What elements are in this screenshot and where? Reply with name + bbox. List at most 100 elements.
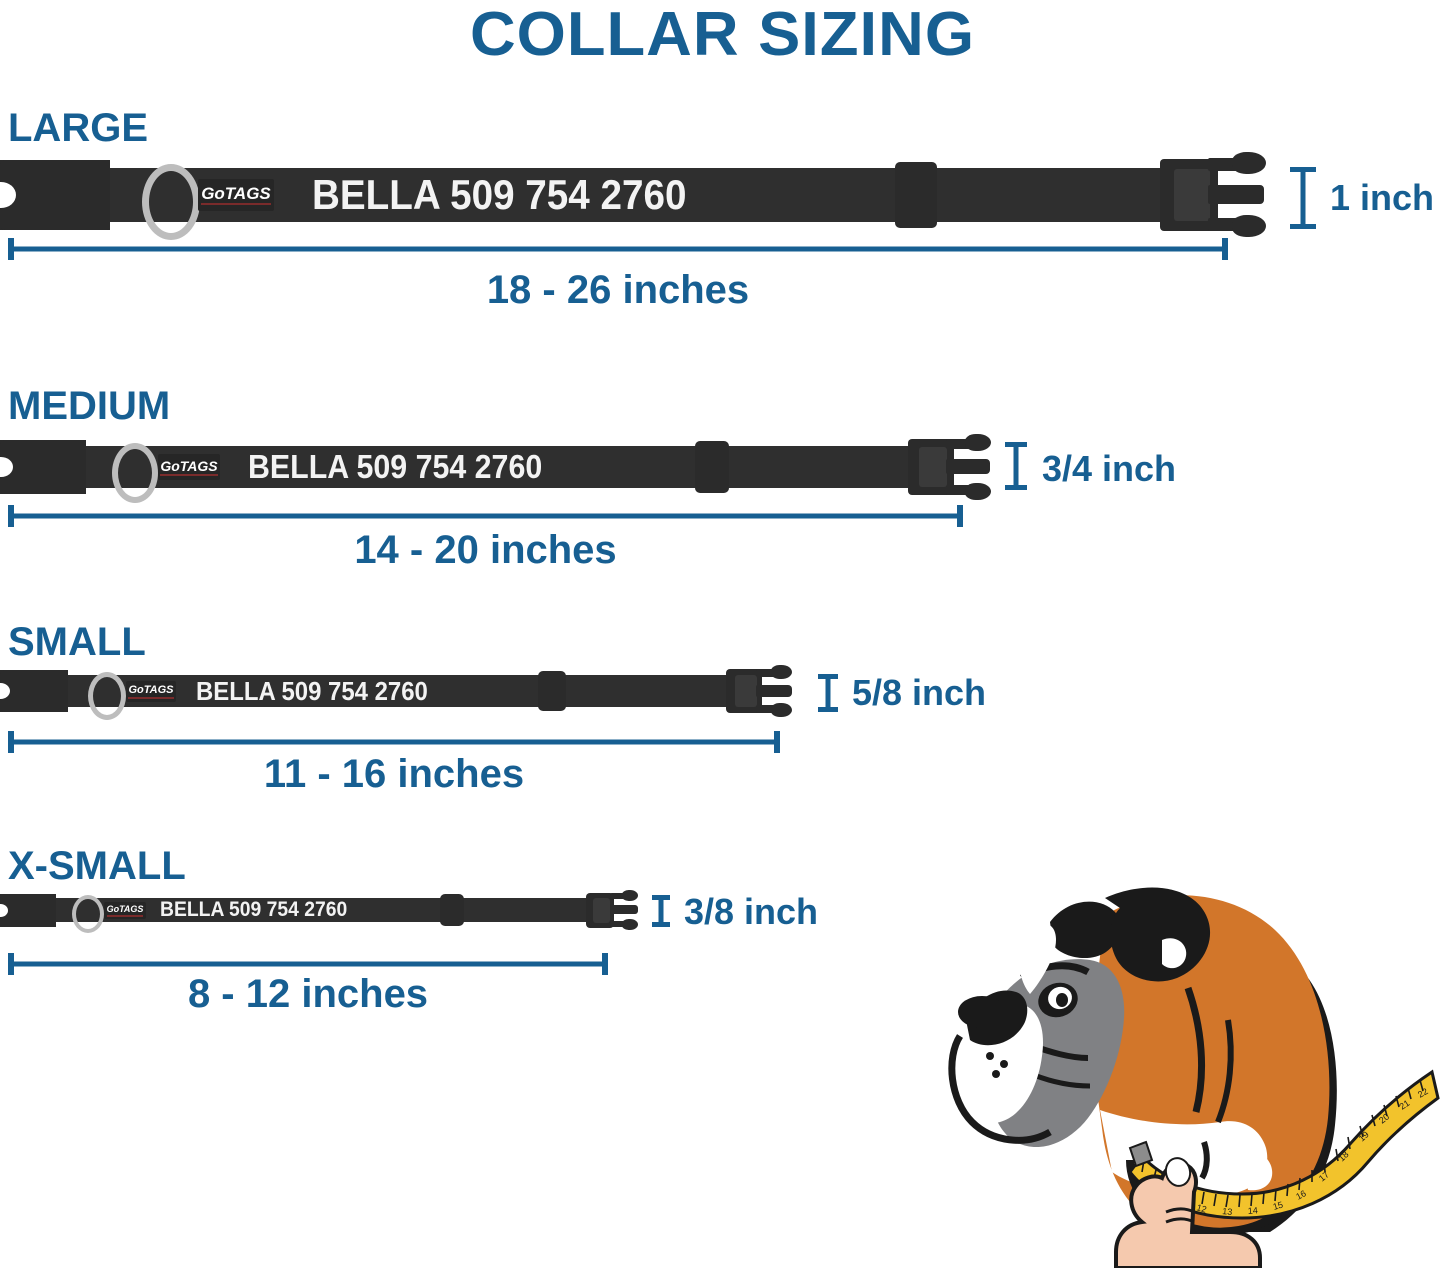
gotags-patch-label: GoTAGS [160,457,218,474]
collar-id-text: BELLA 509 754 2760 [312,171,687,218]
svg-text:13: 13 [1222,1206,1233,1217]
measuring-tape [1128,1069,1440,1220]
keeper-loop [895,162,937,228]
size-label-medium: MEDIUM [8,384,171,428]
svg-text:16: 16 [1294,1188,1308,1202]
buckle-prong-bottom-tip [771,703,792,717]
buckle-prong-center [610,905,638,914]
keeper-loop [695,441,729,493]
buckle-prong-top-tip [1232,152,1266,174]
collar-large: GoTAGS BELLA 509 754 2760 [0,150,1270,240]
dog-pupil [1056,993,1068,1007]
svg-text:22: 22 [1416,1086,1430,1100]
width-indicator-small [818,674,838,712]
svg-text:19: 19 [1357,1129,1371,1143]
buckle-prong-bottom-tip [965,483,991,500]
buckle-prong-top-tip [771,665,792,679]
length-label-xsmall: 8 - 12 inches [187,972,429,1016]
dog-chest-white-2 [1240,1150,1273,1191]
svg-text:17: 17 [1317,1169,1331,1183]
collar-xsmall: GoTAGS BELLA 509 754 2760 [0,888,650,936]
gotags-patch: GoTAGS [126,681,176,702]
gotags-patch-label: GoTAGS [201,184,271,203]
gotags-patch: GoTAGS [158,454,220,480]
d-ring [72,895,104,933]
length-label-large: 18 - 26 inches [486,268,750,312]
collar-id-text: BELLA 509 754 2760 [248,448,543,485]
width-label-xsmall: 3/8 inch [684,891,819,932]
buckle-prong-center [756,685,792,697]
side-release-buckle-left [0,670,68,712]
dog-whisker-dot [992,1070,1000,1078]
buckle-prong-top-tip [965,434,991,451]
knuckle-crease-1 [1165,1207,1195,1214]
dog-whisker-dot [986,1052,994,1060]
dog-ear-far [1050,901,1121,959]
keeper-loop [538,671,566,711]
buckle-prong-bottom [946,485,971,495]
width-indicator-large [1290,167,1316,229]
buckle-prong-top-tip [622,890,638,901]
collar-small: GoTAGS BELLA 509 754 2760 [0,664,800,720]
side-release-buckle-left [0,160,110,230]
svg-text:21: 21 [1398,1098,1412,1112]
buckle-prong-center [946,459,990,474]
gotags-patch: GoTAGS [104,902,146,919]
svg-text:20: 20 [1377,1112,1391,1126]
knuckle-crease-2 [1165,1217,1195,1224]
size-label-xsmall: X-SMALL [8,844,186,888]
svg-text:15: 15 [1272,1200,1284,1212]
d-ring [112,443,158,503]
length-label-small: 11 - 16 inches [263,752,525,796]
d-ring [88,672,126,720]
svg-text:12: 12 [1195,1202,1207,1214]
dog-ear-highlight [1162,938,1187,969]
width-indicator-xsmall [652,895,670,927]
length-label-medium: 14 - 20 inches [354,528,617,572]
d-ring [142,164,200,240]
dog-neck-fold-1 [1184,986,1205,1113]
dog-svg: 10 11 12 13 14 15 16 17 18 19 20 21 22 [948,887,1440,1270]
dog-whisker-dot [1000,1060,1008,1068]
page-title: COLLAR SIZING [469,0,976,69]
boxer-dog-illustration: 10 11 12 13 14 15 16 17 18 19 20 21 22 [930,860,1445,1270]
buckle-prong-center [1208,185,1264,204]
width-label-medium: 3/4 inch [1042,448,1177,489]
buckle-prong-bottom [610,921,626,927]
tape-end-clip [1128,1140,1154,1168]
keeper-loop [440,894,464,926]
collar-id-text: BELLA 509 754 2760 [196,676,428,706]
length-dimension-xsmall [8,953,608,975]
size-label-small: SMALL [8,620,146,664]
width-indicator-medium [1005,442,1027,490]
buckle-prong-top [756,669,776,677]
gotags-patch-label: GoTAGS [106,903,144,914]
size-label-large: LARGE [8,106,148,150]
fingernail [1164,1157,1192,1187]
buckle-prong-top [946,439,971,449]
length-dimension-medium [8,505,963,527]
buckle-prong-bottom [756,705,776,713]
dog-nose [958,996,1006,1028]
width-label-small: 5/8 inch [852,672,987,713]
gotags-patch: GoTAGS [198,179,274,211]
dog-jowl-line [948,1034,1052,1144]
buckle-prong-bottom-tip [622,919,638,930]
buckle-prong-bottom-tip [1232,215,1266,237]
length-dimension-small [8,731,780,753]
collar-medium: GoTAGS BELLA 509 754 2760 [0,432,1000,503]
dog-muzzle-line-2 [1033,1072,1091,1089]
dog-blaze [1018,923,1056,994]
buckle-prong-top [610,893,626,899]
collar-id-text: BELLA 509 754 2760 [160,898,348,921]
dog-neck-fold-2 [1215,1019,1234,1124]
side-release-buckle-left [0,894,56,927]
side-release-buckle-left [0,440,86,494]
length-dimension-large [8,238,1228,260]
svg-text:14: 14 [1247,1205,1258,1216]
gotags-patch-label: GoTAGS [128,683,174,696]
width-label-large: 1 inch [1330,177,1435,218]
side-release-buckle-right [586,893,614,928]
dog-neck-fold-3 [1199,1141,1210,1180]
